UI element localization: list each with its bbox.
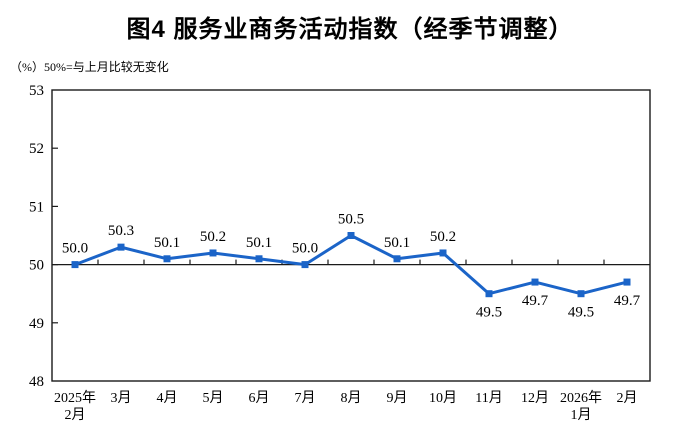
x-axis-label: 10月: [429, 390, 457, 406]
data-point-label: 50.0: [62, 241, 88, 257]
x-axis-label: 7月: [295, 390, 316, 406]
chart-title: 图4 服务业商务活动指数（经季节调整）: [126, 16, 574, 43]
data-point-label: 50.3: [108, 223, 134, 239]
x-axis-label: 9月: [387, 390, 408, 406]
chart-unit-note: （%）50%=与上月比较无变化: [10, 60, 169, 74]
data-point-marker: [531, 278, 539, 286]
x-axis-label: 2026年: [560, 390, 602, 406]
data-point-marker: [393, 255, 401, 263]
x-axis-label: 2025年: [54, 390, 96, 406]
x-axis-label: 1月: [571, 407, 592, 423]
data-point-label: 50.2: [430, 229, 456, 245]
x-axis-label: 12月: [521, 390, 549, 406]
data-point-label: 49.5: [568, 305, 594, 321]
data-point-marker: [439, 249, 447, 257]
data-point-marker: [577, 290, 585, 298]
data-point-label: 50.1: [384, 235, 410, 251]
data-point-marker: [485, 290, 493, 298]
data-point-label: 50.1: [246, 235, 272, 251]
data-point-marker: [163, 255, 171, 263]
x-axis-label: 8月: [341, 390, 362, 406]
data-point-label: 49.7: [522, 293, 549, 309]
data-point-marker: [347, 232, 355, 239]
y-axis-label: 49: [29, 316, 44, 332]
data-point-label: 49.5: [476, 305, 502, 321]
y-axis-label: 50: [29, 258, 44, 274]
data-point-label: 50.1: [154, 235, 180, 251]
y-axis-label: 53: [29, 83, 44, 99]
data-point-marker: [301, 261, 309, 269]
y-axis-label: 52: [29, 141, 44, 157]
data-point-label: 50.2: [200, 229, 226, 245]
x-axis-label: 4月: [157, 390, 178, 406]
y-axis-label: 51: [29, 199, 44, 215]
x-axis-label: 2月: [617, 390, 638, 406]
data-point-marker: [71, 261, 79, 269]
x-axis-label: 5月: [203, 390, 224, 406]
data-point-label: 50.5: [338, 212, 364, 228]
plot-border: [51, 89, 651, 382]
data-point-marker: [117, 243, 125, 251]
data-point-marker: [255, 255, 263, 263]
data-point-label: 49.7: [614, 293, 641, 309]
y-axis-label: 48: [29, 374, 44, 390]
data-point-marker: [623, 278, 631, 286]
data-point-label: 50.0: [292, 241, 318, 257]
x-axis-label: 6月: [249, 390, 270, 406]
x-axis-label: 3月: [111, 390, 132, 406]
x-axis-label: 2月: [65, 407, 86, 423]
data-point-marker: [209, 249, 217, 257]
x-axis-label: 11月: [475, 390, 502, 406]
